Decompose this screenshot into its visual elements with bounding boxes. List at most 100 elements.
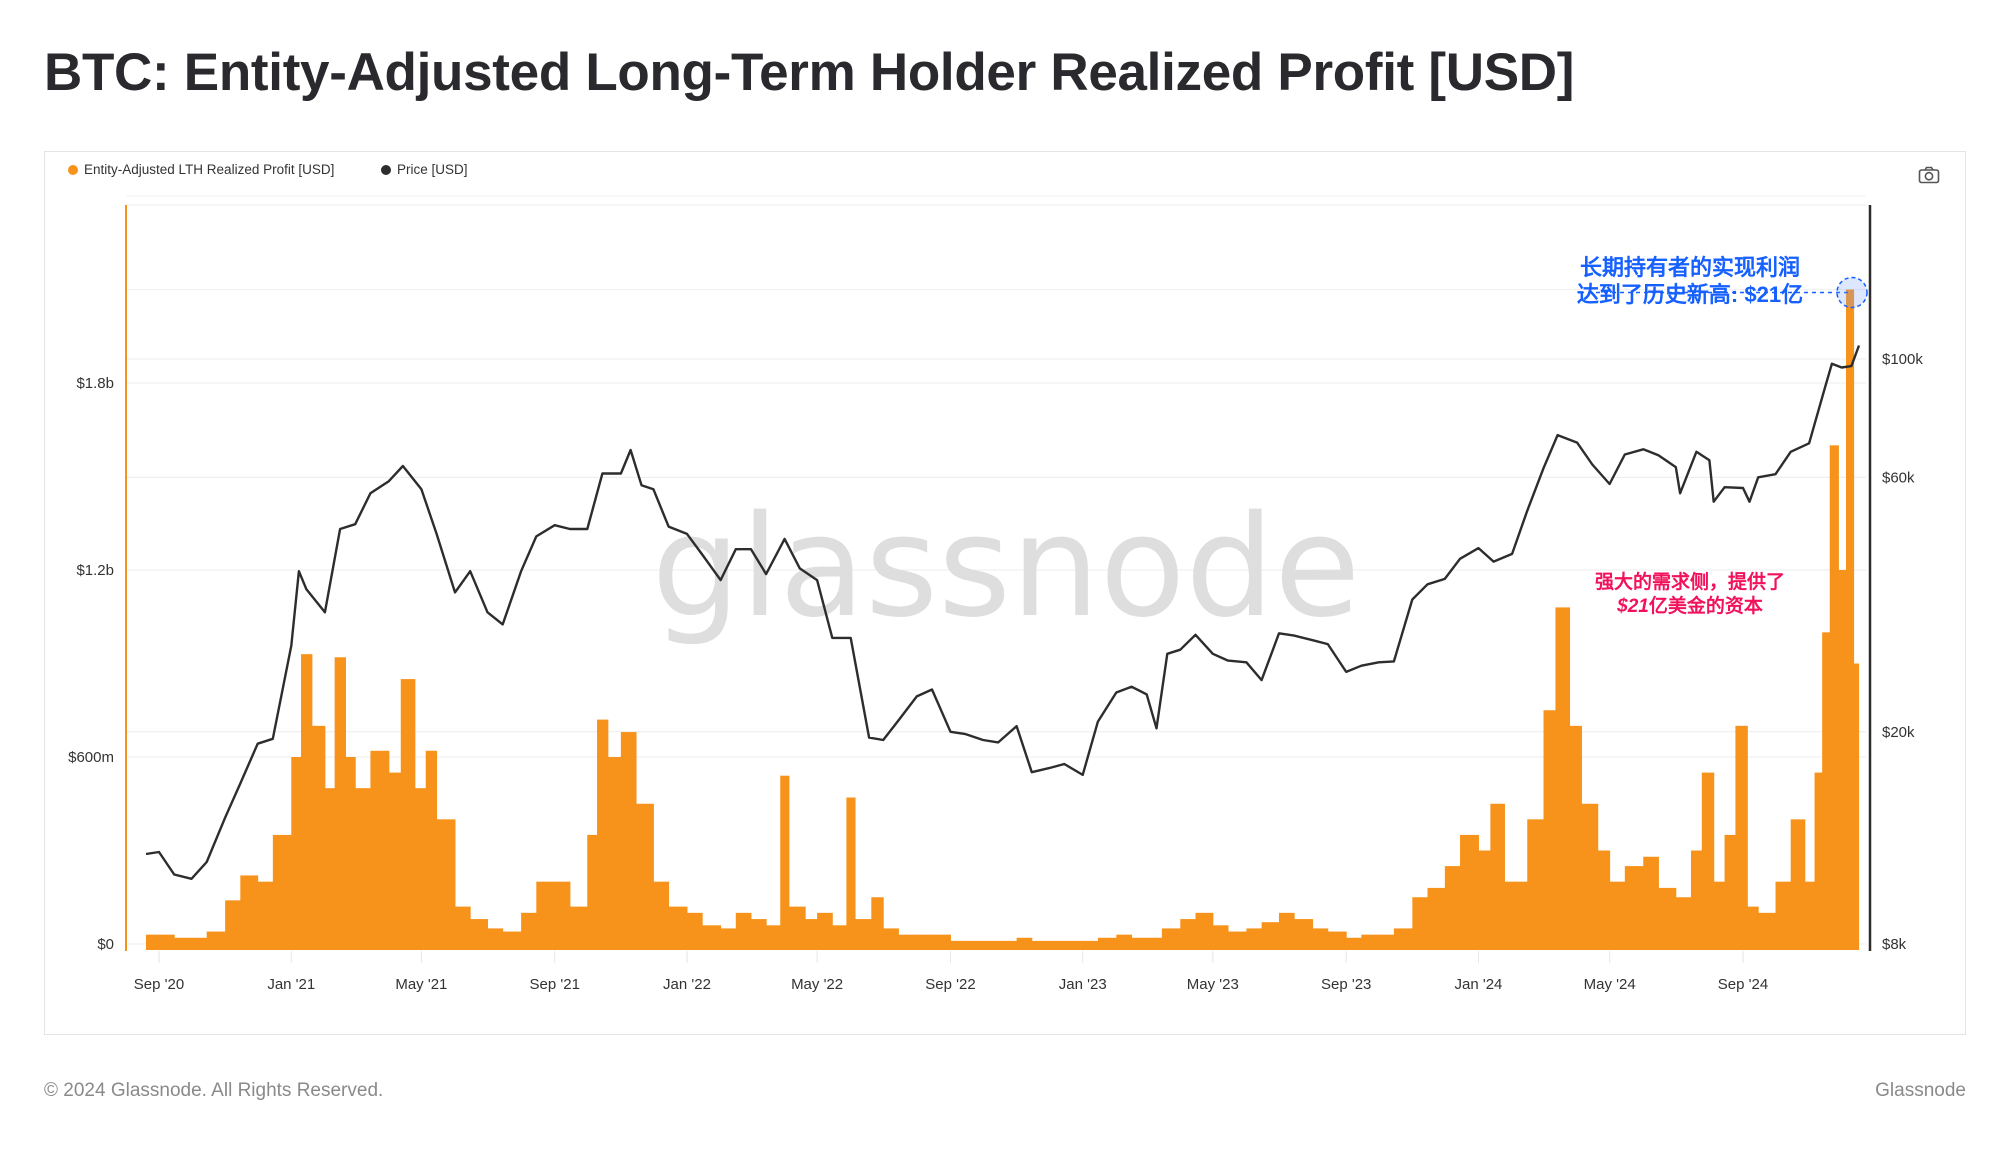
profit-bar — [1427, 887, 1446, 950]
camera-icon[interactable] — [1918, 166, 1940, 184]
profit-bar — [355, 788, 371, 950]
profit-bar — [1853, 663, 1860, 950]
right-tick-label: $8k — [1882, 936, 1907, 953]
x-tick-label: Sep '22 — [925, 976, 975, 993]
price-line — [145, 345, 1861, 880]
x-tick-label: Jan '23 — [1059, 976, 1107, 993]
profit-bar — [1829, 445, 1839, 950]
profit-bar — [1294, 919, 1314, 950]
profit-bar — [1278, 912, 1295, 950]
profit-bar — [1512, 881, 1528, 950]
profit-bar — [521, 912, 537, 950]
profit-bar — [1724, 834, 1736, 950]
footer-copyright: © 2024 Glassnode. All Rights Reserved. — [44, 1080, 384, 1101]
profit-bar — [554, 881, 571, 950]
demand-annotation-amount: $21 — [1617, 596, 1649, 617]
profit-bar — [370, 750, 390, 950]
page-title: BTC: Entity-Adjusted Long-Term Holder Re… — [44, 43, 1575, 102]
profit-bar — [1790, 819, 1806, 950]
profit-bar — [1675, 897, 1692, 950]
profit-bar — [487, 928, 504, 950]
profit-bar — [502, 931, 522, 950]
profit-bar — [1195, 912, 1214, 950]
profit-bar — [587, 834, 598, 950]
profit-bar — [607, 757, 622, 950]
profit-bar — [805, 919, 818, 950]
profit-bar — [257, 881, 274, 950]
profit-bar — [653, 881, 670, 950]
left-axis: $0 $600m $1.2b $1.8b — [68, 375, 114, 953]
profit-bar — [982, 940, 999, 950]
profit-bar — [1845, 289, 1855, 950]
profit-bar — [1378, 934, 1395, 950]
profit-bar — [1609, 881, 1626, 950]
profit-bar — [1804, 881, 1816, 950]
profit-bar — [1814, 772, 1823, 950]
profit-bar — [1444, 866, 1461, 950]
profit-bar — [780, 775, 790, 950]
profit-bar — [1261, 922, 1280, 950]
profit-bar — [388, 772, 402, 950]
demand-annotation-line1: 强大的需求侧，提供了 — [1594, 572, 1785, 593]
profit-bar — [1116, 934, 1133, 950]
x-tick-label: May '22 — [791, 976, 843, 993]
profit-bar — [1393, 928, 1413, 950]
watermark-logo: glassnode — [652, 486, 1361, 649]
profit-bar — [1327, 931, 1347, 950]
x-tick-label: Jan '22 — [663, 976, 711, 993]
x-tick-label: Jan '21 — [267, 976, 315, 993]
legend-item-profit[interactable]: Entity-Adjusted LTH Realized Profit [USD… — [68, 162, 334, 177]
profit-bar — [1016, 937, 1033, 950]
profit-bar — [470, 919, 489, 950]
demand-annotation-line2: $21亿美金的资本 — [1540, 591, 1840, 618]
profit-bar — [817, 912, 833, 950]
profit-bar — [1643, 856, 1659, 950]
profit-bar — [1082, 940, 1099, 950]
demand-annotation-rest: 亿美金的资本 — [1648, 596, 1763, 617]
profit-bar — [1161, 928, 1181, 950]
profit-bar — [272, 834, 292, 950]
profit-bar — [597, 719, 609, 950]
left-tick-label: $1.2b — [76, 562, 114, 579]
ath-annotation-line2: 达到了历史新高: $21亿 — [1576, 282, 1804, 307]
left-tick-label: $1.8b — [76, 375, 114, 392]
profit-bar — [1569, 725, 1582, 950]
profit-bar — [1361, 934, 1380, 950]
profit-bar — [1031, 940, 1050, 950]
x-tick-label: May '24 — [1584, 976, 1636, 993]
profit-bar — [750, 919, 767, 950]
profit-bar — [1412, 897, 1429, 950]
x-tick-label: Sep '20 — [134, 976, 184, 993]
profit-bar — [1543, 710, 1556, 950]
profit-bar — [1658, 887, 1677, 950]
profit-bar — [1460, 834, 1479, 950]
profit-bar — [998, 940, 1018, 950]
profit-bar — [1180, 919, 1196, 950]
profit-bar — [436, 819, 456, 950]
profit-bar — [788, 906, 806, 950]
legend-item-price[interactable]: Price [USD] — [381, 162, 468, 177]
profit-bar — [735, 912, 752, 950]
profit-bar — [1713, 881, 1726, 950]
profit-bar — [1775, 881, 1792, 950]
profit-bar — [1747, 906, 1759, 950]
footer-brand-link[interactable]: Glassnode — [1875, 1080, 1966, 1101]
profit-bar — [1478, 850, 1491, 950]
profit-bar — [1346, 937, 1362, 950]
left-tick-label: $600m — [68, 749, 114, 766]
right-tick-label: $100k — [1882, 351, 1923, 368]
x-axis: Sep '20 Jan '21 May '21 Sep '21 Jan '22 May '… — [134, 976, 1768, 993]
profit-bar — [1701, 772, 1715, 950]
legend-label-price: Price [USD] — [397, 162, 468, 177]
profit-bar — [414, 788, 427, 950]
profit-bar — [174, 937, 193, 950]
x-tick-label: Sep '21 — [530, 976, 580, 993]
profit-bar — [400, 679, 416, 950]
ath-annotation-line1: 长期持有者的实现利润 — [1579, 255, 1800, 280]
profit-bar — [1624, 866, 1644, 950]
profit-bar — [206, 931, 226, 950]
profit-bar — [1212, 925, 1229, 950]
profit-bar — [1490, 803, 1505, 950]
